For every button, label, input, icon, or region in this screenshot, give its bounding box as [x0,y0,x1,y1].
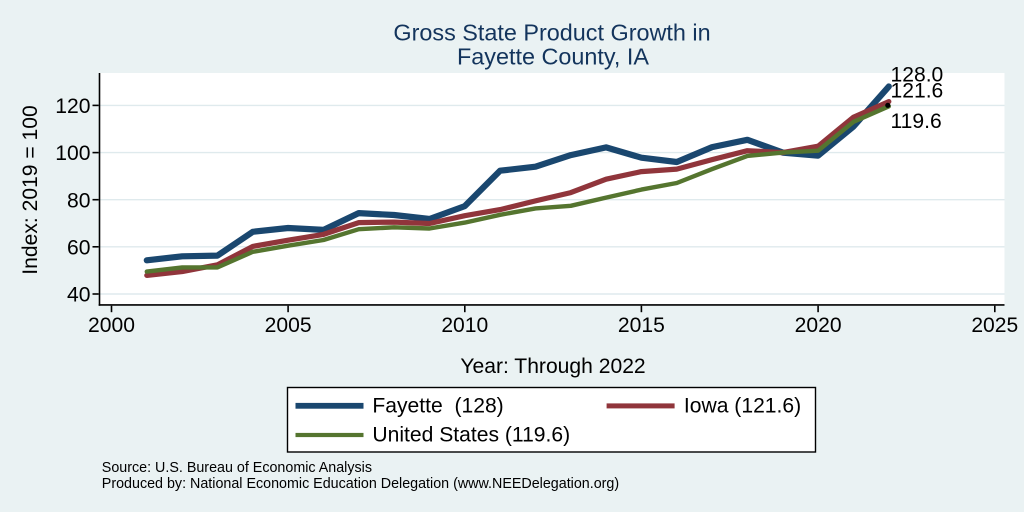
svg-text:Gross State Product Growth in: Gross State Product Growth in [393,20,710,46]
svg-text:2020: 2020 [795,314,842,337]
svg-text:Fayette (128): Fayette (128) [372,394,503,417]
svg-text:Fayette County, IA: Fayette County, IA [457,44,649,70]
svg-text:100: 100 [55,142,90,165]
svg-text:Source: U.S. Bureau of Economi: Source: U.S. Bureau of Economic Analysis [102,460,372,476]
svg-text:Iowa (121.6): Iowa (121.6) [684,394,801,417]
svg-text:2010: 2010 [441,314,488,337]
svg-text:Year: Through 2022: Year: Through 2022 [460,355,645,378]
svg-text:2005: 2005 [265,314,312,337]
svg-text:United States (119.6): United States (119.6) [372,424,570,447]
svg-text:2025: 2025 [971,314,1018,337]
svg-text:80: 80 [67,189,90,212]
svg-text:2000: 2000 [88,314,135,337]
svg-text:128.0: 128.0 [891,64,944,87]
svg-text:120: 120 [55,95,90,118]
svg-text:121.6: 121.6 [891,80,944,103]
svg-text:40: 40 [67,284,90,307]
svg-text:60: 60 [67,236,90,259]
svg-text:Produced by: National Economic: Produced by: National Economic Education… [102,476,619,492]
svg-text:119.6: 119.6 [891,110,942,133]
svg-text:2015: 2015 [618,314,665,337]
svg-text:Index: 2019 = 100: Index: 2019 = 100 [19,105,42,274]
